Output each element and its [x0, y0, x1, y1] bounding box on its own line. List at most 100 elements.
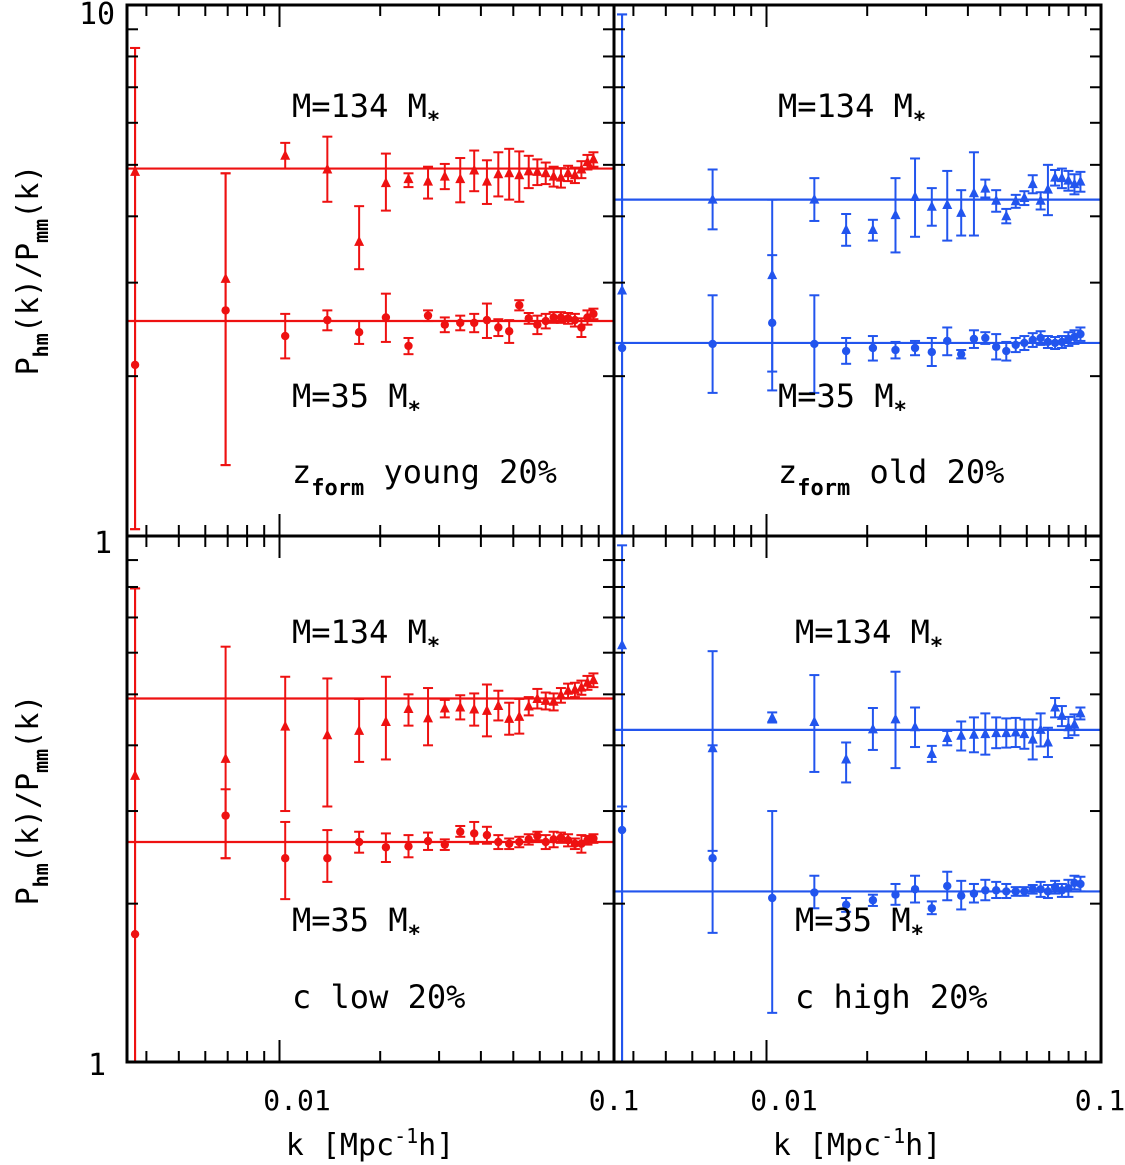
- triangle-marker: [1063, 721, 1074, 732]
- data-point: [569, 837, 580, 851]
- xlabel-left: k [Mpc-1h]: [286, 1124, 455, 1163]
- data-point: [980, 712, 991, 756]
- triangle-marker: [1069, 718, 1080, 729]
- panel-bottom-right: [614, 544, 1101, 1062]
- triangle-marker: [1075, 175, 1086, 186]
- circle-marker: [589, 309, 598, 319]
- circle-marker: [556, 313, 566, 322]
- circle-marker: [533, 831, 542, 841]
- triangle-marker: [322, 163, 333, 174]
- data-point: [380, 675, 391, 761]
- triangle-marker: [439, 170, 450, 181]
- triangle-marker: [532, 165, 543, 176]
- data-point: [540, 161, 551, 186]
- xlabel-right-main: k [Mpc: [773, 1128, 881, 1163]
- data-point: [809, 294, 820, 394]
- triangle-marker: [867, 223, 878, 234]
- circle-marker: [556, 833, 566, 842]
- triangle-marker: [569, 169, 580, 180]
- data-point: [423, 165, 434, 200]
- data-point: [617, 805, 628, 1062]
- circle-marker: [440, 840, 449, 849]
- triangle-marker: [809, 715, 820, 726]
- data-point: [956, 879, 967, 911]
- data-point: [968, 329, 979, 349]
- xlabel-right-tail: h]: [905, 1128, 941, 1163]
- triangle-marker: [890, 713, 901, 724]
- triangle-marker: [548, 170, 559, 181]
- data-point: [956, 720, 967, 752]
- triangle-marker: [991, 727, 1002, 738]
- triangle-marker: [980, 182, 991, 193]
- triangle-marker: [1027, 733, 1038, 744]
- data-point: [1027, 332, 1038, 348]
- data-point: [493, 834, 504, 851]
- data-point: [991, 189, 1002, 213]
- data-point: [707, 168, 718, 231]
- data-point: [280, 312, 291, 360]
- data-point: [540, 691, 551, 711]
- triangle-marker: [767, 711, 778, 722]
- circle-marker: [323, 854, 332, 863]
- data-point: [968, 882, 979, 904]
- circle-marker: [589, 834, 598, 843]
- triangle-marker: [926, 748, 937, 759]
- triangle-marker: [280, 720, 291, 731]
- circle-marker: [404, 341, 413, 351]
- data-point: [532, 687, 543, 710]
- circle-marker: [768, 893, 777, 903]
- triangle-marker: [423, 175, 434, 186]
- data-point: [926, 187, 937, 227]
- data-point: [1075, 706, 1086, 721]
- data-point: [1001, 717, 1012, 749]
- data-point: [523, 312, 534, 325]
- circle-marker: [957, 891, 966, 900]
- triangle-marker: [926, 200, 937, 211]
- data-point: [354, 205, 365, 271]
- triangle-marker: [532, 692, 543, 703]
- data-point: [1019, 335, 1030, 352]
- data-point: [403, 336, 414, 356]
- circle-marker: [891, 890, 900, 899]
- ylabel-bottom-p: P: [11, 887, 46, 905]
- data-point: [1010, 716, 1021, 749]
- triangle-marker: [220, 752, 231, 763]
- ylabel-top: Phm(k)/Pmm(k): [11, 165, 53, 376]
- data-point: [588, 833, 599, 844]
- circle-marker: [494, 837, 503, 847]
- data-point: [1010, 886, 1021, 897]
- data-point: [942, 729, 953, 747]
- triangle-marker: [380, 177, 391, 188]
- circle-marker: [841, 346, 851, 356]
- bl-label-selection: c low 20%: [292, 978, 465, 1016]
- circle-marker: [1036, 333, 1045, 343]
- circle-marker: [563, 314, 573, 323]
- data-point: [588, 672, 599, 689]
- xlabel-left-sup: -1: [394, 1124, 418, 1148]
- data-point: [576, 317, 587, 339]
- data-point: [1001, 340, 1012, 362]
- triangle-marker: [504, 712, 515, 723]
- triangle-marker: [322, 729, 333, 740]
- data-point: [867, 335, 878, 362]
- data-point: [280, 820, 291, 901]
- triangle-marker: [423, 712, 434, 723]
- ytick-label-1-upper: 1: [94, 526, 112, 561]
- data-point: [1075, 170, 1086, 193]
- circle-marker: [991, 342, 1001, 352]
- panel-top-right: [614, 13, 1101, 536]
- triangle-marker: [493, 700, 504, 711]
- triangle-marker: [910, 721, 921, 732]
- data-point: [493, 318, 504, 338]
- circle-marker: [617, 825, 627, 835]
- triangle-marker: [910, 190, 921, 201]
- triangle-marker: [588, 674, 599, 685]
- data-point: [980, 178, 991, 199]
- triangle-marker: [867, 723, 878, 734]
- circle-marker: [524, 314, 533, 323]
- circle-marker: [549, 313, 558, 322]
- br-label-m35: M=35 M*: [795, 901, 924, 947]
- data-point: [523, 154, 534, 190]
- circle-marker: [1064, 884, 1073, 893]
- triangle-marker: [942, 199, 953, 210]
